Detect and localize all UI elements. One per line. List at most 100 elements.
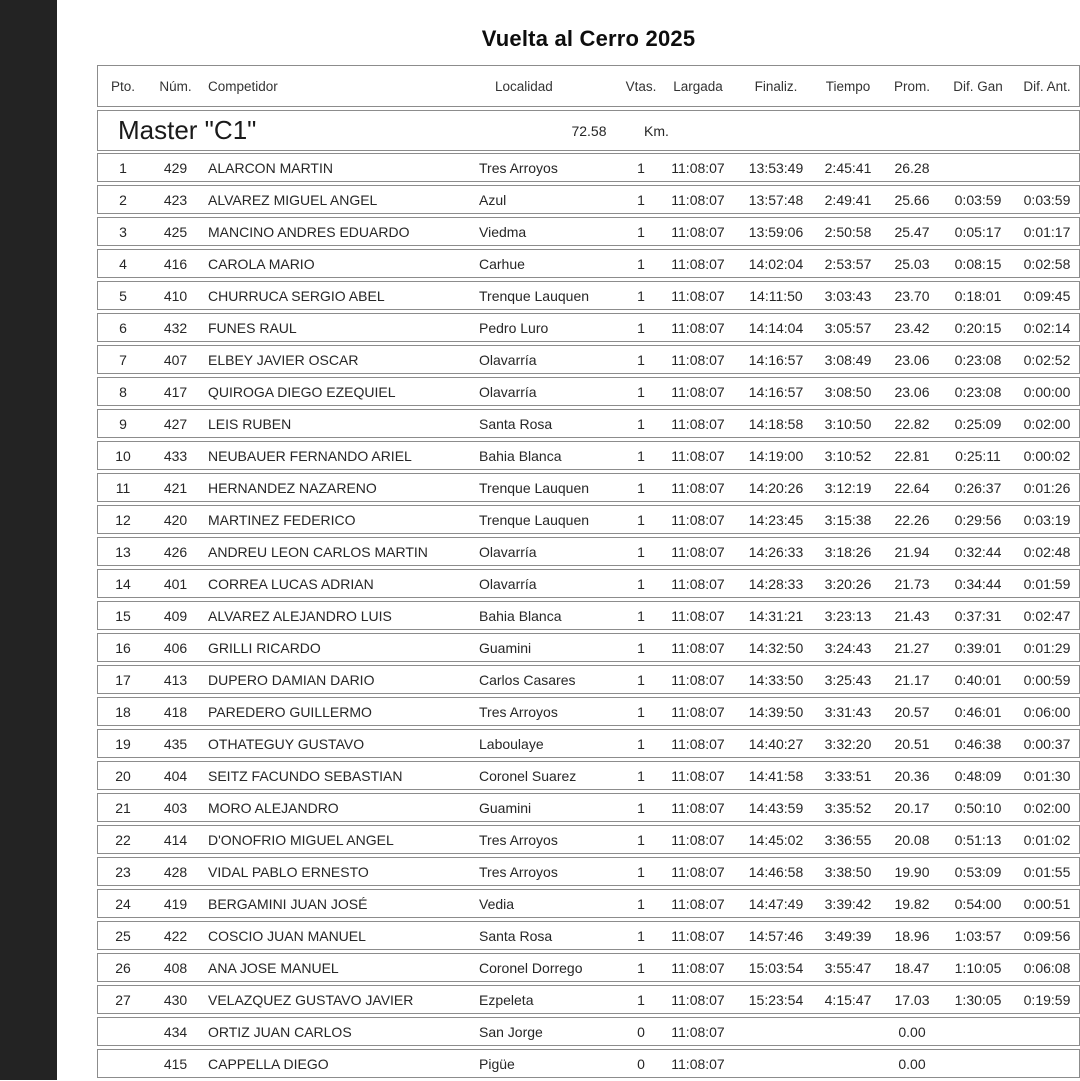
start-time-cell: 11:08:07 bbox=[671, 319, 725, 336]
start-time-cell: 11:08:07 bbox=[671, 991, 725, 1008]
bib-number-cell: 421 bbox=[163, 479, 188, 496]
elapsed-time-cell: 3:05:57 bbox=[824, 319, 872, 336]
bib-number-cell: 432 bbox=[163, 319, 188, 336]
bib-number-cell: 416 bbox=[163, 255, 188, 272]
competitor-cell: ALVAREZ ALEJANDRO LUIS bbox=[208, 607, 392, 624]
locality-cell: Tres Arroyos bbox=[479, 863, 558, 880]
avg-speed-cell: 22.81 bbox=[894, 447, 930, 464]
viewer-dark-sidebar bbox=[0, 0, 57, 1080]
laps-cell: 1 bbox=[637, 447, 645, 464]
position-cell: 16 bbox=[115, 639, 131, 656]
header-competidor: Competidor bbox=[208, 78, 278, 94]
header-largada: Largada bbox=[673, 78, 723, 94]
table-row: 26 408 ANA JOSE MANUEL Coronel Dorrego 1 11:0… bbox=[97, 953, 1080, 982]
elapsed-time-cell: 3:55:47 bbox=[824, 959, 872, 976]
competitor-cell: MANCINO ANDRES EDUARDO bbox=[208, 223, 410, 240]
finish-time-cell: 14:45:02 bbox=[748, 831, 804, 848]
gap-winner-cell: 0:08:15 bbox=[954, 255, 1002, 272]
laps-cell: 1 bbox=[637, 671, 645, 688]
header-dif-gan: Dif. Gan bbox=[953, 78, 1003, 94]
elapsed-time-cell: 3:49:39 bbox=[824, 927, 872, 944]
locality-cell: Tres Arroyos bbox=[479, 831, 558, 848]
avg-speed-cell: 23.70 bbox=[894, 287, 930, 304]
gap-previous-cell: 0:06:00 bbox=[1023, 703, 1071, 720]
locality-cell: Santa Rosa bbox=[479, 927, 553, 944]
table-row: 434 ORTIZ JUAN CARLOS San Jorge 0 11:08:07 0.… bbox=[97, 1017, 1080, 1046]
laps-cell: 1 bbox=[637, 191, 645, 208]
laps-cell: 1 bbox=[637, 223, 645, 240]
finish-time-cell: 15:23:54 bbox=[748, 991, 804, 1008]
avg-speed-cell: 23.06 bbox=[894, 383, 930, 400]
gap-winner-cell: 0:23:08 bbox=[954, 351, 1002, 368]
elapsed-time-cell: 3:08:49 bbox=[824, 351, 872, 368]
gap-previous-cell: 0:19:59 bbox=[1023, 991, 1071, 1008]
position-cell: 21 bbox=[115, 799, 131, 816]
elapsed-time-cell: 3:36:55 bbox=[824, 831, 872, 848]
start-time-cell: 11:08:07 bbox=[671, 255, 725, 272]
finish-time-cell: 14:11:50 bbox=[749, 287, 803, 304]
bib-number-cell: 406 bbox=[163, 639, 188, 656]
avg-speed-cell: 0.00 bbox=[898, 1055, 926, 1072]
bib-number-cell: 419 bbox=[163, 895, 188, 912]
header-num: Núm. bbox=[159, 78, 192, 94]
position-cell: 27 bbox=[115, 991, 131, 1008]
position-cell: 7 bbox=[119, 351, 127, 368]
start-time-cell: 11:08:07 bbox=[671, 607, 725, 624]
laps-cell: 0 bbox=[637, 1055, 645, 1072]
competitor-cell: SEITZ FACUNDO SEBASTIAN bbox=[208, 767, 403, 784]
table-row: 1 429 ALARCON MARTIN Tres Arroyos 1 11:08:07 1… bbox=[97, 153, 1080, 182]
start-time-cell: 11:08:07 bbox=[671, 543, 725, 560]
avg-speed-cell: 25.47 bbox=[894, 223, 930, 240]
competitor-cell: GRILLI RICARDO bbox=[208, 639, 321, 656]
gap-previous-cell: 0:02:52 bbox=[1023, 351, 1071, 368]
locality-cell: Carhue bbox=[479, 255, 525, 272]
avg-speed-cell: 20.36 bbox=[894, 767, 930, 784]
finish-time-cell: 14:33:50 bbox=[748, 671, 804, 688]
locality-cell: Vedia bbox=[479, 895, 515, 912]
gap-previous-cell: 0:02:58 bbox=[1023, 255, 1071, 272]
header-dif-ant: Dif. Ant. bbox=[1023, 78, 1071, 94]
table-row: 20 404 SEITZ FACUNDO SEBASTIAN Coronel Suar… bbox=[97, 761, 1080, 790]
competitor-cell: ANA JOSE MANUEL bbox=[208, 959, 339, 976]
competitor-cell: CAPPELLA DIEGO bbox=[208, 1055, 329, 1072]
laps-cell: 1 bbox=[637, 991, 645, 1008]
laps-cell: 1 bbox=[637, 831, 645, 848]
locality-cell: Olavarría bbox=[479, 383, 537, 400]
laps-cell: 1 bbox=[637, 543, 645, 560]
gap-previous-cell: 0:00:00 bbox=[1023, 383, 1071, 400]
locality-cell: Trenque Lauquen bbox=[479, 287, 590, 304]
elapsed-time-cell: 3:18:26 bbox=[824, 543, 872, 560]
start-time-cell: 11:08:07 bbox=[671, 735, 725, 752]
finish-time-cell: 14:28:33 bbox=[748, 575, 804, 592]
gap-winner-cell: 0:32:44 bbox=[954, 543, 1002, 560]
locality-cell: Olavarría bbox=[479, 351, 537, 368]
competitor-cell: NEUBAUER FERNANDO ARIEL bbox=[208, 447, 412, 464]
laps-cell: 1 bbox=[637, 255, 645, 272]
elapsed-time-cell: 3:03:43 bbox=[824, 287, 872, 304]
competitor-cell: MARTINEZ FEDERICO bbox=[208, 511, 356, 528]
header-prom: Prom. bbox=[893, 78, 930, 94]
bib-number-cell: 415 bbox=[163, 1055, 188, 1072]
table-row: 17 413 DUPERO DAMIAN DARIO Carlos Casares 1 1… bbox=[97, 665, 1080, 694]
position-cell: 20 bbox=[115, 767, 131, 784]
competitor-cell: OTHATEGUY GUSTAVO bbox=[208, 735, 365, 752]
bib-number-cell: 430 bbox=[163, 991, 188, 1008]
gap-winner-cell: 0:18:01 bbox=[954, 287, 1002, 304]
table-header-row: Pto. Núm. Competidor Localidad Vtas. Lar… bbox=[97, 65, 1080, 107]
elapsed-time-cell: 3:15:38 bbox=[824, 511, 872, 528]
bib-number-cell: 410 bbox=[163, 287, 188, 304]
gap-previous-cell: 0:02:00 bbox=[1023, 799, 1071, 816]
finish-time-cell: 14:23:45 bbox=[748, 511, 804, 528]
laps-cell: 1 bbox=[637, 511, 645, 528]
locality-cell: Trenque Lauquen bbox=[479, 479, 590, 496]
elapsed-time-cell: 3:25:43 bbox=[824, 671, 872, 688]
locality-cell: Guamini bbox=[479, 799, 532, 816]
bib-number-cell: 407 bbox=[163, 351, 188, 368]
table-row: 12 420 MARTINEZ FEDERICO Trenque Lauquen 1 11… bbox=[97, 505, 1080, 534]
locality-cell: Santa Rosa bbox=[479, 415, 553, 432]
start-time-cell: 11:08:07 bbox=[671, 287, 725, 304]
locality-cell: Tres Arroyos bbox=[479, 159, 558, 176]
table-row: 19 435 OTHATEGUY GUSTAVO Laboulaye 1 11:08:07… bbox=[97, 729, 1080, 758]
start-time-cell: 11:08:07 bbox=[671, 639, 725, 656]
bib-number-cell: 403 bbox=[163, 799, 188, 816]
